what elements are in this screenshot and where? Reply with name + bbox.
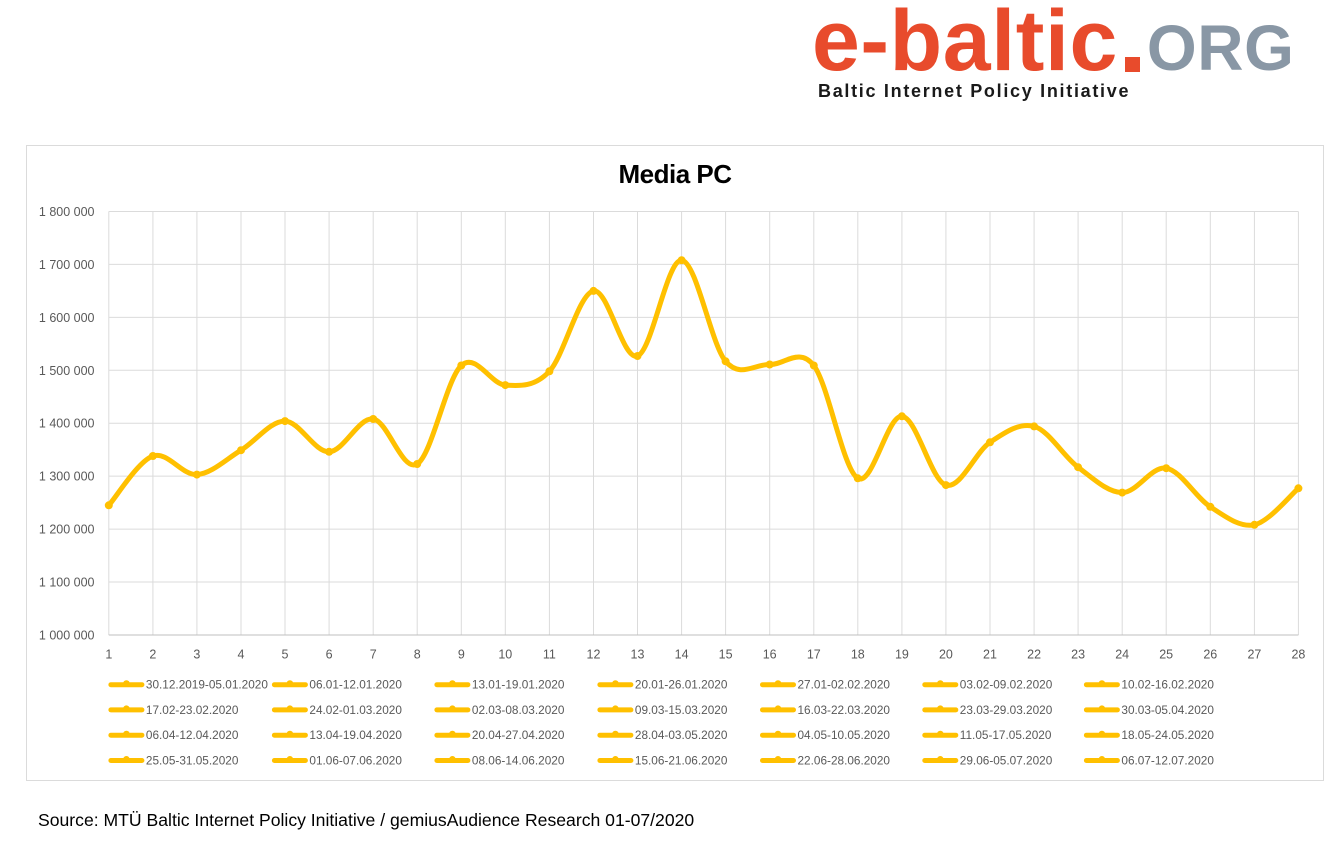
svg-text:27: 27: [1247, 648, 1261, 662]
svg-text:13.01-19.01.2020: 13.01-19.01.2020: [472, 678, 565, 692]
svg-text:1 700 000: 1 700 000: [39, 258, 95, 272]
svg-text:20.04-27.04.2020: 20.04-27.04.2020: [472, 728, 565, 742]
svg-text:1 800 000: 1 800 000: [39, 205, 95, 219]
svg-text:29.06-05.07.2020: 29.06-05.07.2020: [960, 754, 1053, 768]
svg-text:12: 12: [587, 648, 601, 662]
svg-text:1 600 000: 1 600 000: [39, 311, 95, 325]
svg-text:15.06-21.06.2020: 15.06-21.06.2020: [635, 754, 728, 768]
svg-text:20.01-26.01.2020: 20.01-26.01.2020: [635, 678, 728, 692]
svg-text:01.06-07.06.2020: 01.06-07.06.2020: [309, 754, 402, 768]
svg-text:23.03-29.03.2020: 23.03-29.03.2020: [960, 703, 1053, 717]
svg-text:06.04-12.04.2020: 06.04-12.04.2020: [146, 728, 239, 742]
svg-text:24: 24: [1115, 648, 1129, 662]
svg-text:06.01-12.01.2020: 06.01-12.01.2020: [309, 678, 402, 692]
svg-text:02.03-08.03.2020: 02.03-08.03.2020: [472, 703, 565, 717]
svg-text:7: 7: [370, 648, 377, 662]
svg-text:06.07-12.07.2020: 06.07-12.07.2020: [1121, 754, 1214, 768]
svg-text:1 000 000: 1 000 000: [39, 628, 95, 642]
svg-text:27.01-02.02.2020: 27.01-02.02.2020: [798, 678, 891, 692]
svg-text:11.05-17.05.2020: 11.05-17.05.2020: [960, 728, 1052, 742]
svg-text:2: 2: [149, 648, 156, 662]
svg-text:28.04-03.05.2020: 28.04-03.05.2020: [635, 728, 728, 742]
svg-text:30.03-05.04.2020: 30.03-05.04.2020: [1121, 703, 1214, 717]
svg-text:3: 3: [193, 648, 200, 662]
svg-text:25.05-31.05.2020: 25.05-31.05.2020: [146, 754, 239, 768]
svg-text:10.02-16.02.2020: 10.02-16.02.2020: [1121, 678, 1214, 692]
svg-text:1 100 000: 1 100 000: [39, 576, 95, 590]
svg-text:16: 16: [763, 648, 777, 662]
svg-text:30.12.2019-05.01.2020: 30.12.2019-05.01.2020: [146, 678, 268, 692]
svg-text:04.05-10.05.2020: 04.05-10.05.2020: [798, 728, 891, 742]
svg-text:16.03-22.03.2020: 16.03-22.03.2020: [798, 703, 891, 717]
svg-text:1 300 000: 1 300 000: [39, 470, 95, 484]
svg-text:28: 28: [1291, 648, 1305, 662]
svg-text:1 200 000: 1 200 000: [39, 523, 95, 537]
svg-text:24.02-01.03.2020: 24.02-01.03.2020: [309, 703, 402, 717]
svg-text:1 400 000: 1 400 000: [39, 417, 95, 431]
svg-text:6: 6: [326, 648, 333, 662]
svg-text:5: 5: [282, 648, 289, 662]
svg-text:26: 26: [1203, 648, 1217, 662]
svg-text:15: 15: [719, 648, 733, 662]
svg-text:21: 21: [983, 648, 997, 662]
svg-text:08.06-14.06.2020: 08.06-14.06.2020: [472, 754, 565, 768]
svg-text:11: 11: [543, 648, 556, 662]
svg-text:17: 17: [807, 648, 821, 662]
svg-text:13.04-19.04.2020: 13.04-19.04.2020: [309, 728, 402, 742]
svg-text:1: 1: [105, 648, 112, 662]
svg-text:09.03-15.03.2020: 09.03-15.03.2020: [635, 703, 728, 717]
svg-text:03.02-09.02.2020: 03.02-09.02.2020: [960, 678, 1053, 692]
svg-text:22.06-28.06.2020: 22.06-28.06.2020: [798, 754, 891, 768]
svg-text:Media PC: Media PC: [618, 159, 732, 189]
svg-text:25: 25: [1159, 648, 1173, 662]
svg-text:14: 14: [675, 648, 689, 662]
svg-text:18: 18: [851, 648, 865, 662]
svg-text:23: 23: [1071, 648, 1085, 662]
svg-text:19: 19: [895, 648, 909, 662]
svg-text:20: 20: [939, 648, 953, 662]
svg-text:18.05-24.05.2020: 18.05-24.05.2020: [1121, 728, 1214, 742]
svg-text:10: 10: [498, 648, 512, 662]
svg-text:8: 8: [414, 648, 421, 662]
svg-text:1 500 000: 1 500 000: [39, 364, 95, 378]
svg-text:9: 9: [458, 648, 465, 662]
svg-text:4: 4: [238, 648, 245, 662]
svg-text:17.02-23.02.2020: 17.02-23.02.2020: [146, 703, 239, 717]
svg-text:22: 22: [1027, 648, 1041, 662]
svg-text:13: 13: [631, 648, 645, 662]
